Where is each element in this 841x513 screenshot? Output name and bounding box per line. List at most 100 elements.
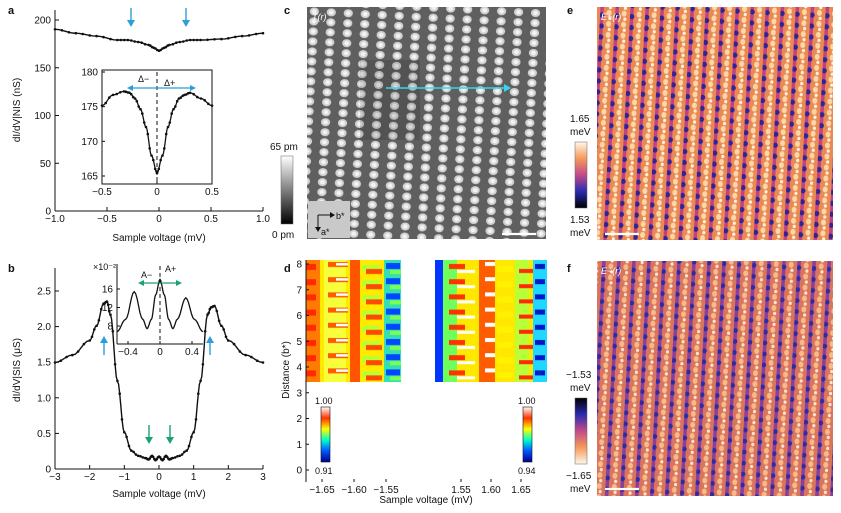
data-point — [146, 132, 150, 136]
panel-label-c: c — [284, 5, 290, 17]
data-point — [104, 101, 107, 105]
data-point — [194, 418, 198, 421]
tick-label: 50 — [40, 159, 52, 170]
data-point — [261, 31, 265, 35]
tick: −1 — [119, 465, 131, 483]
a-arrow-b — [138, 280, 182, 286]
panel-e-title: E+(r) — [601, 12, 621, 22]
data-point — [105, 300, 109, 303]
ytick-group-a: 0 50 100 150 200 — [34, 16, 59, 218]
data-point — [171, 456, 175, 460]
tick-label: 0.4 — [185, 347, 199, 358]
data-point — [157, 167, 161, 171]
data-point — [159, 158, 162, 162]
tick-label: 0.5 — [205, 187, 219, 198]
panel-f: f E−(r) −1.53 meV −1.65 meV — [566, 261, 833, 496]
tick-label: 150 — [34, 63, 51, 74]
data-point — [180, 453, 184, 456]
data-point — [158, 456, 162, 459]
data-point — [130, 92, 133, 96]
tick: −3 — [49, 465, 61, 483]
data-point — [93, 328, 96, 331]
data-point — [136, 454, 140, 458]
tick: −2 — [84, 465, 96, 483]
data-point — [190, 435, 193, 439]
colorbar-e-max-unit: meV — [570, 127, 591, 138]
data-point — [179, 96, 183, 99]
tick-label: 1.60 — [481, 485, 501, 496]
tick: 200 — [34, 16, 59, 27]
tick: −1.55 — [373, 479, 399, 496]
data-point — [116, 38, 119, 42]
data-point — [119, 91, 122, 94]
data-point — [74, 31, 78, 35]
data-point — [95, 34, 98, 38]
ytick-group-b: 0 0.5 1.0 1.5 2.0 2.5 — [37, 287, 59, 476]
data-point — [134, 453, 138, 456]
data-point — [192, 431, 195, 434]
data-point — [113, 363, 117, 366]
data-point — [188, 91, 192, 95]
series-b-inset — [116, 278, 204, 333]
data-point — [115, 92, 118, 96]
tick-label: 0 — [156, 472, 162, 483]
data-point — [153, 167, 157, 171]
data-point — [81, 32, 84, 36]
xlabel-d: Sample voltage (mV) — [379, 495, 472, 506]
data-point — [137, 105, 140, 108]
tick-label: 0 — [296, 466, 302, 477]
data-point — [185, 449, 188, 452]
arrow-b-left — [100, 336, 108, 355]
data-point — [175, 41, 178, 44]
data-point — [199, 97, 203, 100]
data-point — [90, 335, 94, 339]
data-point — [155, 458, 158, 461]
delta-arrow-a — [127, 85, 196, 91]
panel-label-d: d — [284, 263, 291, 275]
colorbar-e-min-value: 1.53 — [570, 215, 590, 226]
tick: 100 — [34, 111, 59, 122]
data-point — [131, 95, 135, 99]
tick-label: 4 — [296, 363, 302, 374]
series-a-markers — [53, 28, 265, 52]
panel-label-f: f — [567, 263, 571, 275]
panel-b: b 00.51.01.52.02.5 −3 −2 −1 0 1 2 3 dI/dV|SIS … — [8, 262, 266, 500]
data-point — [164, 132, 168, 136]
data-point — [65, 355, 68, 359]
data-point — [192, 92, 195, 96]
colorbar-d-right-max: 1.00 — [518, 396, 536, 406]
tick-label: −3 — [49, 472, 61, 483]
data-point — [203, 330, 207, 333]
data-point — [240, 34, 244, 38]
data-point — [109, 37, 112, 41]
tick-label: −1 — [119, 472, 131, 483]
tick-label: 2.5 — [37, 287, 51, 298]
a-plus-label: A+ — [165, 264, 176, 274]
ylabel-d: Distance (b*) — [281, 341, 292, 399]
tick: 1 — [296, 440, 309, 451]
data-point — [196, 95, 199, 99]
tick-label: −1.55 — [373, 485, 399, 496]
tick: 1.60 — [481, 479, 501, 496]
tick-label: 1.0 — [37, 393, 51, 404]
tick-label: 1.0 — [256, 214, 270, 225]
data-point — [144, 125, 148, 129]
tick-label: 165 — [81, 172, 98, 183]
tick: 6 — [296, 311, 309, 322]
xtick-group-a: −1.0 −0.5 0 0.5 1.0 — [45, 207, 270, 225]
data-point — [175, 99, 179, 103]
data-point — [53, 28, 57, 31]
data-point — [232, 342, 236, 346]
colorbar-d-left — [320, 406, 331, 463]
tick-label: 175 — [81, 102, 98, 113]
tick-label: 3 — [260, 472, 266, 483]
inset-b-yticks: 8 12 16 — [102, 285, 120, 333]
xtick-group-d-left: −1.65 −1.60 −1.55 — [309, 479, 399, 496]
data-point — [148, 147, 151, 150]
axis-legend-box — [308, 201, 350, 238]
data-point — [155, 172, 159, 175]
tick: −0.5 — [92, 181, 112, 198]
tick-label: 16 — [102, 285, 114, 296]
tick-label: −1.60 — [341, 485, 367, 496]
data-point — [261, 361, 265, 364]
